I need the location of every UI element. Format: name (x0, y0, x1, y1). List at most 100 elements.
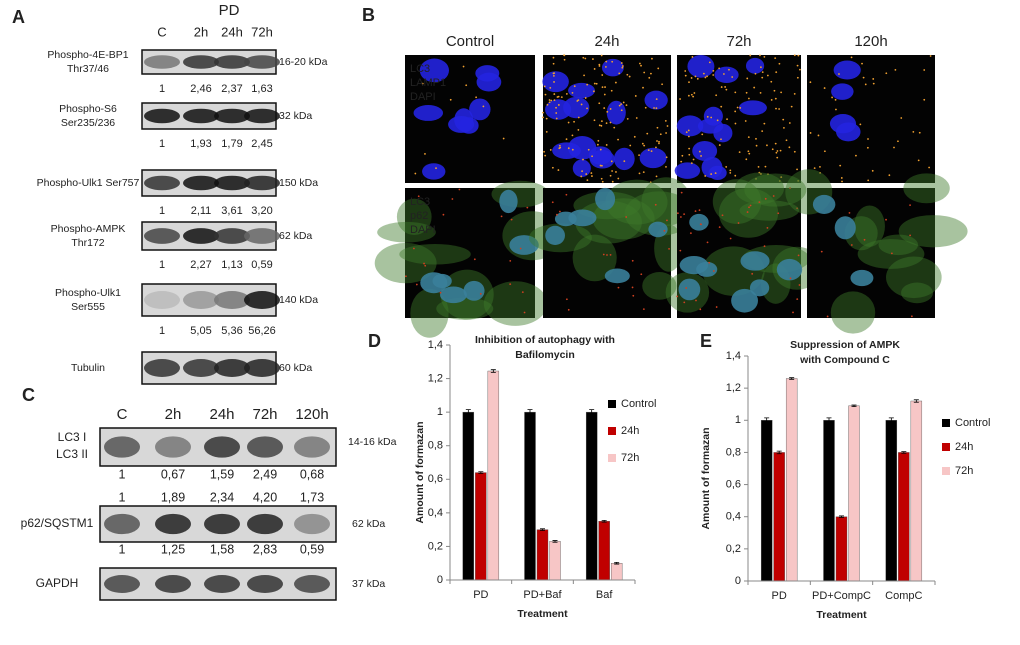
nucleus (648, 221, 668, 238)
blot-label: Thr172 (71, 237, 104, 249)
kda-label: 140 kDa (279, 294, 318, 306)
puncta (793, 150, 796, 153)
puncta (597, 139, 600, 142)
kda-label: 14-16 kDa (348, 436, 397, 448)
puncta (726, 118, 728, 121)
puncta (405, 275, 407, 278)
puncta (549, 86, 552, 89)
puncta (774, 142, 777, 145)
puncta (760, 173, 762, 175)
error-bar (789, 377, 795, 380)
puncta (600, 54, 603, 57)
puncta (567, 121, 570, 124)
puncta (593, 119, 596, 122)
puncta (586, 107, 588, 110)
puncta (621, 65, 624, 67)
puncta (482, 105, 485, 108)
puncta (465, 84, 468, 87)
puncta (424, 153, 426, 155)
blot-band (214, 291, 250, 309)
x-tick-label: PD (772, 590, 787, 602)
quant-value: 2,83 (253, 542, 277, 556)
puncta (704, 175, 707, 177)
puncta (609, 108, 612, 110)
puncta (679, 216, 682, 218)
quant-value: 5,36 (221, 325, 242, 337)
chart-title: Bafilomycin (515, 349, 575, 361)
error-bar (901, 451, 907, 454)
cytoplasm (642, 272, 677, 300)
puncta (644, 106, 647, 109)
nucleus (676, 115, 704, 137)
stain-label: DAPI (410, 224, 436, 236)
nucleus (850, 269, 874, 287)
puncta (778, 108, 781, 110)
puncta (745, 91, 748, 94)
puncta (665, 156, 668, 159)
nucleus (422, 163, 446, 180)
nucleus (829, 113, 857, 134)
puncta (439, 291, 442, 294)
puncta (850, 56, 853, 59)
puncta (606, 254, 608, 256)
puncta (861, 62, 863, 65)
puncta (610, 160, 613, 163)
nucleus (589, 149, 615, 169)
lane-label: 24h (221, 24, 243, 39)
legend-label: 72h (955, 465, 973, 477)
blot-band (183, 359, 219, 377)
puncta (573, 120, 575, 123)
puncta (563, 54, 566, 57)
quant-value: 1 (159, 138, 165, 150)
puncta (690, 93, 693, 96)
puncta (577, 99, 580, 102)
blot-label: Phospho-4E-BP1 (47, 49, 128, 61)
bar (475, 472, 487, 581)
puncta (698, 150, 701, 153)
y-tick-label: 0 (437, 574, 443, 586)
puncta (412, 247, 415, 250)
kda-label: 37 kDa (352, 578, 385, 590)
puncta (544, 154, 547, 157)
puncta (696, 77, 699, 80)
blot-band (183, 291, 219, 309)
puncta (928, 166, 931, 169)
puncta (543, 85, 546, 88)
puncta (676, 212, 679, 215)
y-tick-label: 0,8 (726, 446, 741, 458)
puncta (755, 137, 757, 140)
puncta (625, 216, 628, 218)
puncta (635, 117, 638, 119)
nucleus (448, 116, 475, 133)
puncta (639, 62, 641, 65)
error-bar (888, 417, 894, 424)
quant-value: 2,27 (190, 259, 211, 271)
cytoplasm (878, 234, 919, 256)
blot-band (155, 513, 191, 535)
puncta (642, 308, 645, 311)
puncta (716, 119, 719, 122)
puncta (747, 150, 750, 153)
puncta (755, 177, 757, 180)
puncta (415, 283, 418, 286)
puncta (628, 75, 631, 78)
puncta (775, 71, 778, 74)
puncta (657, 67, 660, 70)
puncta (633, 135, 636, 138)
puncta (559, 210, 561, 213)
puncta (909, 204, 911, 207)
puncta (586, 179, 589, 182)
puncta (708, 61, 711, 64)
cytoplasm (396, 198, 432, 235)
puncta (763, 245, 766, 248)
puncta (704, 76, 707, 79)
puncta (912, 130, 915, 133)
puncta (581, 170, 583, 173)
puncta (526, 206, 529, 209)
puncta (479, 292, 482, 295)
column-title: 120h (854, 33, 887, 50)
puncta (587, 148, 590, 151)
puncta (910, 315, 913, 318)
puncta (629, 144, 632, 147)
puncta (600, 120, 603, 123)
